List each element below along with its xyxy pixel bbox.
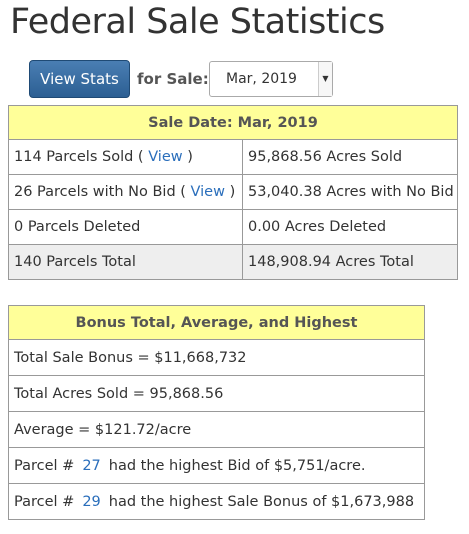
total-sale-bonus-cell: Total Sale Bonus = $11,668,732 — [8, 339, 425, 376]
for-sale-label: for Sale: — [137, 70, 209, 88]
highest-bid-parcel-link[interactable]: 27 — [82, 457, 101, 474]
acres-sold-cell: 95,868.56 Acres Sold — [242, 139, 458, 175]
parcels-total-cell: 140 Parcels Total — [8, 244, 243, 280]
sale-date-select[interactable]: Mar, 2019 ▼ — [209, 61, 333, 97]
table-row: Parcel # 29 had the highest Sale Bonus of … — [8, 483, 425, 520]
highest-bonus-parcel-link[interactable]: 29 — [82, 493, 101, 510]
table-header-row: Sale Date: Mar, 2019 — [8, 105, 458, 140]
chevron-down-icon[interactable]: ▼ — [318, 62, 332, 96]
highest-bid-suffix: had the highest Bid of $5,751/acre. — [108, 457, 366, 474]
average-cell: Average = $121.72/acre — [8, 411, 425, 448]
sale-stats-table: Sale Date: Mar, 2019 114 Parcels Sold ( … — [8, 105, 458, 280]
highest-bonus-suffix: had the highest Sale Bonus of $1,673,988 — [108, 493, 415, 510]
highest-bonus-cell: Parcel # 29 had the highest Sale Bonus of … — [8, 483, 425, 520]
table-row-total: 140 Parcels Total 148,908.94 Acres Total — [8, 244, 458, 280]
bonus-table: Bonus Total, Average, and Highest Total … — [8, 305, 425, 520]
parcels-deleted-cell: 0 Parcels Deleted — [8, 209, 243, 245]
parcels-sold-text: 114 Parcels Sold ( — [14, 149, 144, 165]
parcels-nobid-close: ) — [229, 184, 236, 200]
acres-deleted-cell: 0.00 Acres Deleted — [242, 209, 458, 245]
highest-bid-prefix: Parcel # — [14, 457, 75, 474]
table-row: 114 Parcels Sold ( View ) 95,868.56 Acre… — [8, 139, 458, 175]
view-nobid-link[interactable]: View — [190, 184, 225, 200]
highest-bid-cell: Parcel # 27 had the highest Bid of $5,751/… — [8, 447, 425, 484]
view-sold-link[interactable]: View — [148, 149, 183, 165]
table-row: Total Sale Bonus = $11,668,732 — [8, 339, 425, 376]
acres-nobid-cell: 53,040.38 Acres with No Bid — [242, 174, 458, 210]
stats-controls: View Stats for Sale: Mar, 2019 ▼ — [29, 60, 449, 98]
parcels-sold-close: ) — [187, 149, 193, 165]
view-stats-button[interactable]: View Stats — [29, 60, 130, 98]
acres-total-cell: 148,908.94 Acres Total — [242, 244, 458, 280]
highest-bonus-prefix: Parcel # — [14, 493, 75, 510]
parcels-sold-cell: 114 Parcels Sold ( View ) — [8, 139, 243, 175]
sale-date-header: Sale Date: Mar, 2019 — [8, 105, 458, 140]
parcels-nobid-cell: 26 Parcels with No Bid ( View ) — [8, 174, 243, 210]
parcels-nobid-text: 26 Parcels with No Bid ( — [14, 184, 186, 200]
table-row: Total Acres Sold = 95,868.56 — [8, 375, 425, 412]
table-row: 0 Parcels Deleted 0.00 Acres Deleted — [8, 209, 458, 245]
table-header-row: Bonus Total, Average, and Highest — [8, 305, 425, 340]
table-row: Average = $121.72/acre — [8, 411, 425, 448]
page-title: Federal Sale Statistics — [10, 2, 385, 42]
sale-date-select-value: Mar, 2019 — [226, 71, 297, 87]
bonus-header: Bonus Total, Average, and Highest — [8, 305, 425, 340]
table-row: 26 Parcels with No Bid ( View ) 53,040.3… — [8, 174, 458, 210]
table-row: Parcel # 27 had the highest Bid of $5,751/… — [8, 447, 425, 484]
total-acres-sold-cell: Total Acres Sold = 95,868.56 — [8, 375, 425, 412]
